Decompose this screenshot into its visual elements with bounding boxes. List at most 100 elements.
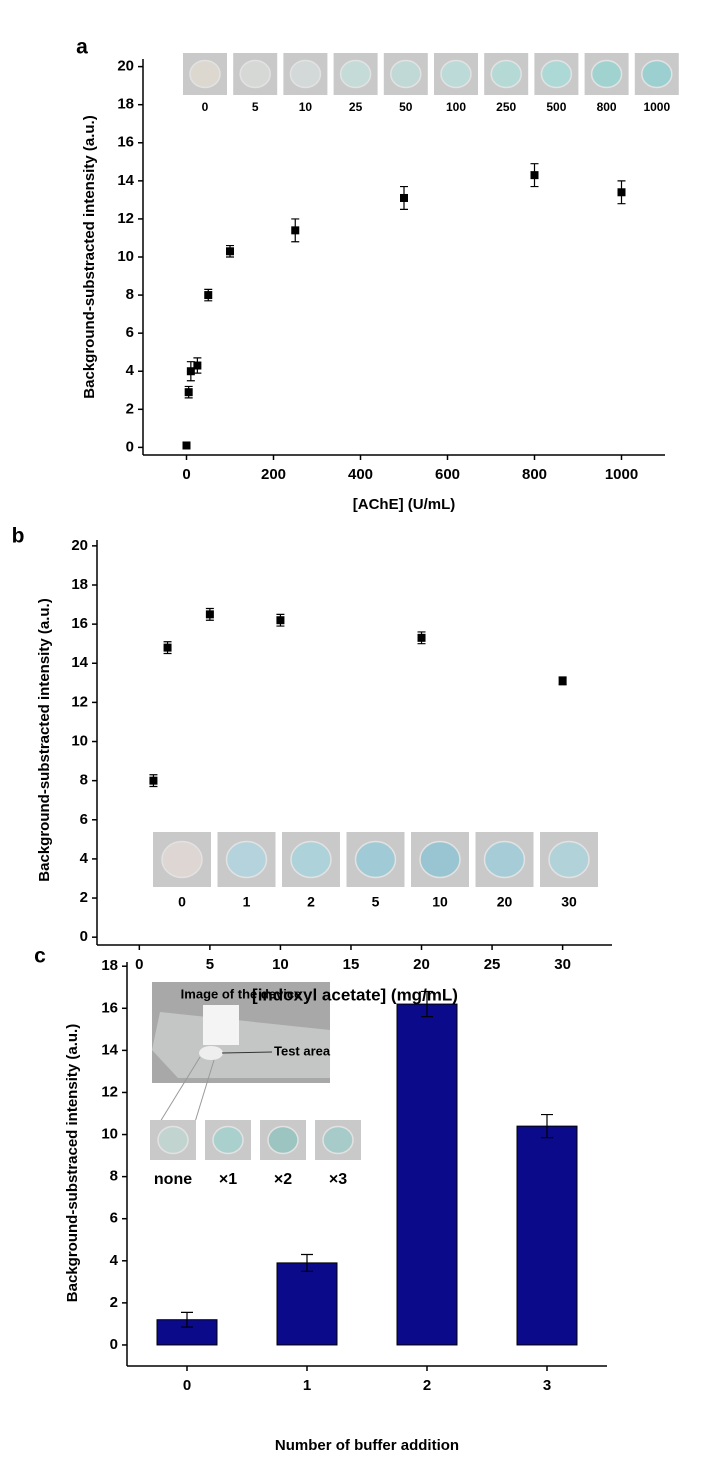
data-point — [149, 776, 158, 785]
y-tick-label: 8 — [110, 1168, 118, 1185]
x-axis-label: Number of buffer addition — [275, 1437, 459, 1454]
y-tick-label: 10 — [101, 1126, 118, 1143]
data-point — [276, 616, 285, 625]
panel-letter: b — [12, 525, 25, 548]
y-tick-label: 0 — [126, 438, 134, 455]
x-axis-label: [AChE] (U/mL) — [353, 496, 455, 513]
device-photo — [152, 982, 330, 1123]
y-tick-label: 16 — [117, 134, 134, 151]
x-tick-label: 2 — [423, 1377, 431, 1394]
inset-spot — [483, 840, 526, 879]
x-tick-label: 0 — [183, 1377, 191, 1394]
x-axis-label: [indoxyl acetate] (mg/mL) — [252, 985, 458, 1004]
inset-label: 30 — [561, 894, 577, 910]
inset-spot — [641, 59, 673, 89]
inset-label: 800 — [597, 100, 617, 114]
panel-letter: a — [76, 36, 88, 59]
data-point — [193, 361, 202, 370]
y-tick-label: 0 — [110, 1336, 118, 1353]
inset-spot — [239, 59, 271, 89]
inset-spot — [540, 59, 573, 89]
inset-label: none — [154, 1171, 192, 1188]
error-bar — [541, 1113, 553, 1139]
inset-spot — [225, 840, 268, 879]
data-point — [226, 247, 234, 256]
inset-label: 5 — [372, 894, 380, 910]
data-point — [558, 676, 567, 685]
inset-label: 250 — [496, 100, 516, 114]
inset-spot — [189, 59, 221, 89]
x-tick-label: 0 — [135, 956, 143, 973]
x-tick-label: 200 — [261, 466, 286, 483]
inset-label: 500 — [546, 100, 566, 114]
y-tick-label: 18 — [101, 957, 118, 974]
y-tick-label: 12 — [117, 210, 134, 227]
inset-label: 0 — [202, 100, 209, 114]
inset-label: 20 — [497, 894, 513, 910]
inset-spot — [212, 1125, 244, 1155]
y-axis-label: Background-substraced intensity (a.u.) — [64, 1024, 81, 1302]
data-point — [163, 643, 172, 652]
y-tick-label: 0 — [80, 928, 88, 945]
y-tick-label: 18 — [117, 96, 134, 113]
inset-spot — [267, 1125, 299, 1155]
y-tick-label: 14 — [71, 654, 88, 671]
data-point — [205, 610, 214, 619]
inset-label: ×1 — [219, 1171, 237, 1188]
bar — [516, 1125, 578, 1346]
inset-label: 10 — [432, 894, 448, 910]
inset-spot — [161, 840, 203, 879]
inset-spot — [419, 840, 461, 879]
inset-label: 10 — [299, 100, 313, 114]
inset-label: 25 — [349, 100, 363, 114]
bar — [396, 1003, 458, 1346]
x-tick-label: 800 — [522, 466, 547, 483]
y-tick-label: 10 — [117, 248, 134, 265]
x-tick-label: 5 — [206, 956, 214, 973]
y-tick-label: 12 — [101, 1083, 118, 1100]
data-point — [204, 291, 213, 300]
inset-label: 50 — [399, 100, 413, 114]
y-tick-label: 20 — [71, 537, 88, 554]
bar — [276, 1262, 338, 1346]
inset-label: 1 — [243, 894, 251, 910]
y-tick-label: 8 — [126, 286, 134, 303]
inset-spot — [339, 59, 372, 89]
inset-spot — [290, 840, 332, 879]
data-point — [182, 441, 191, 450]
y-tick-label: 2 — [126, 400, 134, 417]
y-tick-label: 4 — [126, 362, 135, 379]
y-tick-label: 2 — [110, 1294, 118, 1311]
x-tick-label: 1 — [303, 1377, 311, 1394]
error-bar — [301, 1253, 313, 1272]
inset-label: 0 — [178, 894, 186, 910]
y-tick-label: 10 — [71, 732, 88, 749]
x-tick-label: 30 — [554, 956, 571, 973]
data-point — [400, 193, 408, 202]
y-tick-label: 8 — [80, 772, 88, 789]
error-bar — [421, 990, 433, 1018]
y-tick-label: 14 — [117, 172, 134, 189]
y-tick-label: 4 — [80, 850, 89, 867]
inset-spot — [322, 1125, 354, 1155]
x-tick-label: 10 — [272, 956, 289, 973]
y-tick-label: 2 — [80, 889, 88, 906]
x-tick-label: 3 — [543, 1377, 551, 1394]
y-tick-label: 14 — [101, 1041, 118, 1058]
x-tick-label: 0 — [182, 466, 190, 483]
data-point — [530, 171, 539, 180]
x-tick-label: 600 — [435, 466, 460, 483]
x-tick-label: 1000 — [605, 466, 638, 483]
y-tick-label: 4 — [110, 1252, 119, 1269]
data-point — [417, 633, 426, 642]
y-tick-label: 16 — [101, 999, 118, 1016]
inset-spot — [157, 1125, 189, 1155]
inset-label: 5 — [252, 100, 259, 114]
x-tick-label: 400 — [348, 466, 373, 483]
y-tick-label: 16 — [71, 615, 88, 632]
data-point — [186, 367, 195, 376]
x-tick-label: 25 — [484, 956, 501, 973]
y-tick-label: 6 — [126, 324, 134, 341]
panel-letter: c — [34, 945, 46, 968]
